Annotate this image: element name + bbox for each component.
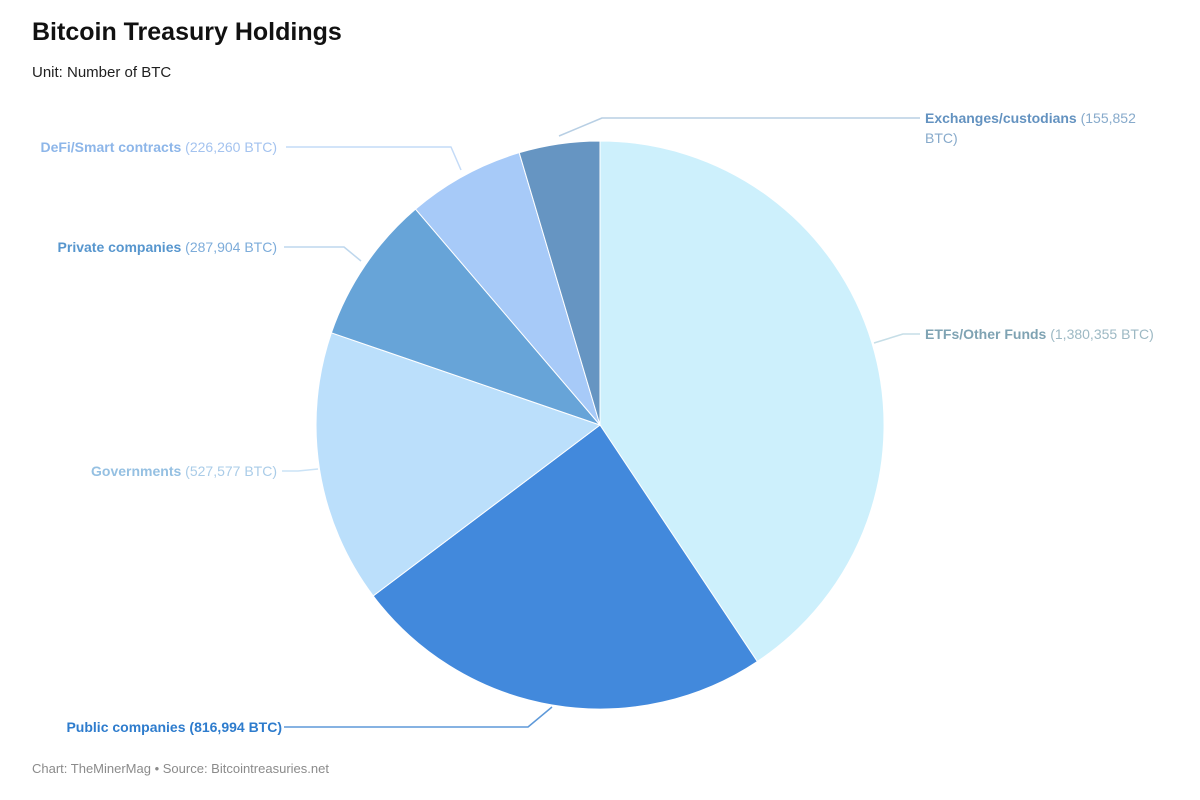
- pie-slice-exchanges-custodians[interactable]: [518, 140, 601, 426]
- pie-slice-defi-smart-contracts[interactable]: [414, 152, 601, 426]
- pie-slice-private-companies[interactable]: [330, 208, 602, 427]
- pie-slice-governments[interactable]: [315, 332, 602, 597]
- slice-label-defi-smart-contracts: DeFi/Smart contracts (226,260 BTC): [39, 137, 277, 157]
- slice-label-value: (527,577 BTC): [185, 463, 277, 479]
- slice-label-name: Exchanges/custodians: [925, 110, 1077, 126]
- connector-line-4: [286, 146, 462, 171]
- slice-label-name: Governments: [91, 463, 182, 479]
- slice-label-public-companies: Public companies (816,994 BTC): [37, 717, 282, 737]
- chart-credit: Chart: TheMinerMag • Source: Bitcointrea…: [32, 761, 329, 776]
- slice-label-value: (816,994 BTC): [189, 719, 282, 735]
- slice-label-governments: Governments (527,577 BTC): [77, 461, 277, 481]
- slice-label-private-companies: Private companies (287,904 BTC): [37, 237, 277, 257]
- slice-label-value: (287,904 BTC): [185, 239, 277, 255]
- slice-label-name: Public companies: [66, 719, 186, 735]
- slice-label-name: DeFi/Smart contracts: [40, 139, 182, 155]
- connector-line-2: [282, 468, 319, 472]
- slice-label-value: (1,380,355 BTC): [1050, 326, 1154, 342]
- pie-slice-public-companies[interactable]: [372, 424, 758, 710]
- connector-line-3: [284, 246, 362, 262]
- slice-label-name: Private companies: [57, 239, 182, 255]
- connector-line-0: [873, 333, 920, 344]
- chart-subtitle: Unit: Number of BTC: [32, 64, 172, 81]
- slice-label-name: ETFs/Other Funds: [925, 326, 1047, 342]
- slice-label-exchanges-custodians: Exchanges/custodians (155,852 BTC): [925, 108, 1165, 148]
- slice-label-etfs-other-funds: ETFs/Other Funds (1,380,355 BTC): [925, 324, 1185, 344]
- chart-title: Bitcoin Treasury Holdings: [32, 18, 342, 46]
- connector-line-5: [558, 117, 920, 137]
- connector-line-1: [284, 706, 553, 728]
- slice-label-value: (155,852 BTC): [925, 110, 1136, 146]
- slice-label-value: (226,260 BTC): [185, 139, 277, 155]
